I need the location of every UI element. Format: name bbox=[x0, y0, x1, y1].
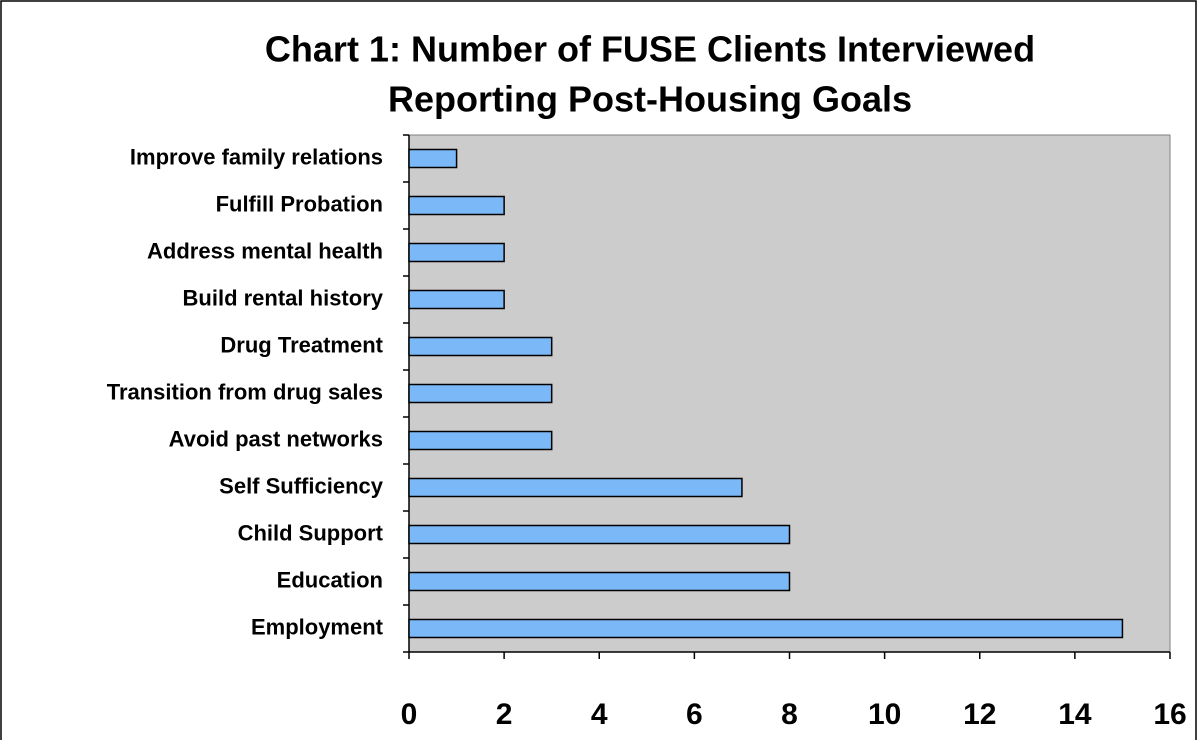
y-tick-label: Fulfill Probation bbox=[216, 191, 383, 216]
x-tick-label: 16 bbox=[1153, 698, 1186, 731]
bar bbox=[408, 148, 458, 169]
bar bbox=[408, 383, 553, 404]
bar bbox=[408, 618, 1124, 639]
y-tick-label: Drug Treatment bbox=[220, 332, 383, 357]
y-tick-label: Build rental history bbox=[183, 285, 384, 310]
x-tick-label: 8 bbox=[781, 698, 798, 731]
x-tick-label: 6 bbox=[686, 698, 703, 731]
y-tick-label: Address mental health bbox=[147, 238, 383, 263]
x-tick-label: 4 bbox=[591, 698, 608, 731]
bar bbox=[408, 289, 505, 310]
bar bbox=[408, 430, 553, 451]
y-tick-label: Avoid past networks bbox=[169, 426, 383, 451]
chart-title: Reporting Post-Housing Goals bbox=[388, 79, 912, 120]
bar bbox=[408, 336, 553, 357]
bar bbox=[408, 195, 505, 216]
y-tick-label: Child Support bbox=[238, 520, 384, 545]
x-tick-label: 0 bbox=[401, 698, 418, 731]
y-tick-label: Improve family relations bbox=[130, 144, 383, 169]
bar bbox=[408, 242, 505, 263]
y-tick-label: Education bbox=[277, 567, 383, 592]
x-tick-label: 12 bbox=[963, 698, 996, 731]
y-tick-label: Employment bbox=[251, 614, 384, 639]
x-tick-label: 10 bbox=[868, 698, 901, 731]
bar bbox=[408, 524, 791, 545]
y-tick-label: Self Sufficiency bbox=[219, 473, 384, 498]
y-tick-label: Transition from drug sales bbox=[107, 379, 383, 404]
bar bbox=[408, 571, 791, 592]
bar bbox=[408, 477, 743, 498]
x-tick-label: 14 bbox=[1058, 698, 1092, 731]
x-tick-label: 2 bbox=[496, 698, 513, 731]
chart-title: Chart 1: Number of FUSE Clients Intervie… bbox=[265, 29, 1035, 70]
